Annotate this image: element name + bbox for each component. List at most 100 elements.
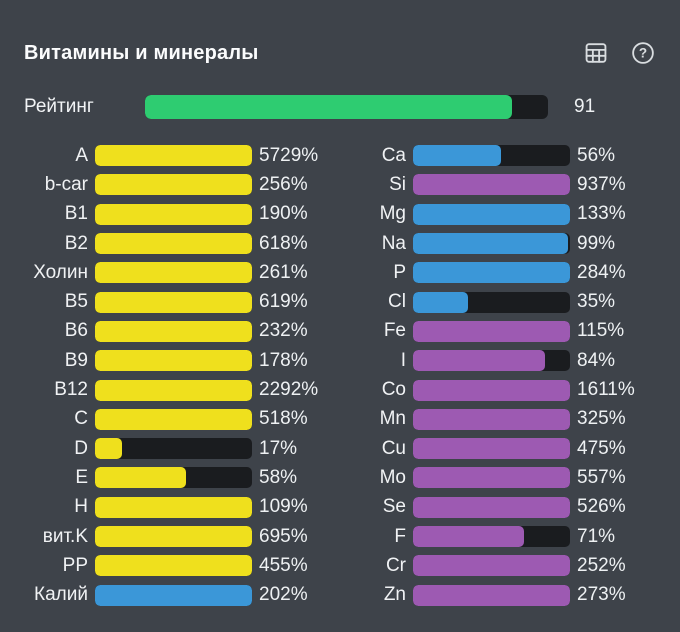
bar-track bbox=[413, 496, 570, 518]
row-value: 284% bbox=[577, 261, 626, 283]
row-label: вит.K bbox=[42, 525, 88, 547]
row-label: P bbox=[393, 261, 406, 283]
bar-track bbox=[95, 203, 252, 225]
bar-fill bbox=[413, 555, 570, 577]
row-label: Si bbox=[389, 173, 406, 195]
row-value: 325% bbox=[577, 408, 626, 430]
row-value: 526% bbox=[577, 496, 626, 518]
row-label: E bbox=[75, 466, 88, 488]
row-value: 35% bbox=[577, 291, 616, 313]
row-value: 557% bbox=[577, 466, 626, 488]
row-label: D bbox=[74, 437, 88, 459]
page-title: Витамины и минералы bbox=[24, 42, 259, 64]
help-icon[interactable]: ? bbox=[630, 40, 656, 66]
bar-fill bbox=[413, 145, 501, 167]
bar-row-C: C 518% bbox=[0, 405, 340, 434]
bar-row-E: E 58% bbox=[0, 463, 340, 492]
row-label: I bbox=[400, 349, 406, 371]
bar-track bbox=[413, 526, 570, 547]
bar-fill bbox=[95, 291, 252, 313]
bar-row-Mn: Mn 325% bbox=[340, 405, 680, 434]
rating-bar-track bbox=[145, 95, 548, 119]
bar-track bbox=[413, 203, 570, 225]
bar-fill bbox=[413, 467, 570, 489]
bars-grid: A 5729% b-car 256% B1 190% B2 618% Холин 261% B5 61… bbox=[0, 141, 680, 610]
row-value: 937% bbox=[577, 173, 626, 195]
bar-row-B2: B2 618% bbox=[0, 229, 340, 258]
bar-fill bbox=[413, 291, 468, 313]
bar-fill bbox=[95, 584, 252, 606]
row-label: Калий bbox=[34, 584, 88, 606]
bar-track bbox=[95, 291, 252, 313]
bar-fill bbox=[413, 350, 545, 372]
row-label: Se bbox=[382, 496, 406, 518]
bar-row-Fe: Fe 115% bbox=[340, 317, 680, 346]
row-value: 202% bbox=[259, 584, 308, 606]
bar-fill bbox=[95, 379, 252, 401]
table-icon[interactable] bbox=[583, 40, 609, 66]
bar-track bbox=[413, 262, 570, 284]
row-label: Mg bbox=[379, 203, 406, 225]
bar-row-B1: B1 190% bbox=[0, 200, 340, 229]
bar-fill bbox=[95, 233, 252, 255]
row-label: B12 bbox=[54, 379, 88, 401]
row-value: 475% bbox=[577, 437, 626, 459]
bar-track bbox=[95, 174, 252, 196]
bar-track bbox=[95, 350, 252, 372]
bar-fill bbox=[95, 408, 252, 430]
bar-track bbox=[95, 145, 252, 167]
bar-track bbox=[413, 174, 570, 196]
row-value: 115% bbox=[577, 320, 625, 342]
bar-fill bbox=[95, 438, 122, 460]
bar-fill bbox=[413, 320, 570, 342]
row-label: B5 bbox=[64, 291, 88, 313]
row-label: Mn bbox=[379, 408, 406, 430]
row-label: Cl bbox=[388, 291, 406, 313]
bar-row-B6: B6 232% bbox=[0, 317, 340, 346]
bar-track bbox=[95, 408, 252, 430]
rating-value: 91 bbox=[574, 96, 596, 117]
bar-row-Mg: Mg 133% bbox=[340, 200, 680, 229]
bar-fill bbox=[413, 526, 525, 547]
row-label: B6 bbox=[64, 320, 88, 342]
row-label: C bbox=[74, 408, 88, 430]
row-label: Mo bbox=[379, 466, 406, 488]
rating-bar-fill bbox=[145, 95, 512, 119]
row-value: 190% bbox=[259, 203, 308, 225]
row-value: 84% bbox=[577, 349, 616, 371]
row-label: B1 bbox=[64, 203, 88, 225]
row-value: 273% bbox=[577, 584, 626, 606]
row-label: b-car bbox=[44, 173, 88, 195]
bar-fill bbox=[95, 526, 252, 547]
bar-row-Zn: Zn 273% bbox=[340, 580, 680, 609]
bar-row-Co: Co 1611% bbox=[340, 375, 680, 404]
bar-row-b-car: b-car 256% bbox=[0, 170, 340, 199]
bar-row-Калий: Калий 202% bbox=[0, 580, 340, 609]
bar-track bbox=[95, 233, 252, 255]
row-label: F bbox=[394, 525, 406, 547]
row-label: B2 bbox=[64, 232, 88, 254]
bar-fill bbox=[95, 555, 252, 577]
bar-track bbox=[95, 584, 252, 606]
row-value: 695% bbox=[259, 525, 308, 547]
bar-row-Ca: Ca 56% bbox=[340, 141, 680, 170]
bar-track bbox=[413, 555, 570, 577]
row-label: Cr bbox=[385, 554, 406, 576]
minerals-column: Ca 56% Si 937% Mg 133% Na 99% P 284% Cl 35% Fe 115% I 8… bbox=[340, 141, 680, 610]
bar-row-H: H 109% bbox=[0, 493, 340, 522]
bar-track bbox=[413, 584, 570, 606]
bar-fill bbox=[413, 174, 570, 196]
row-label: Zn bbox=[383, 584, 406, 606]
row-value: 256% bbox=[259, 173, 308, 195]
rating-label: Рейтинг bbox=[24, 96, 94, 117]
bar-track bbox=[413, 379, 570, 401]
row-label: A bbox=[75, 144, 88, 166]
bar-fill bbox=[95, 203, 252, 225]
bar-row-Na: Na 99% bbox=[340, 229, 680, 258]
row-value: 109% bbox=[259, 496, 308, 518]
bar-track bbox=[413, 291, 570, 313]
bar-track bbox=[413, 233, 570, 255]
bar-fill bbox=[413, 203, 570, 225]
row-label: PP bbox=[62, 554, 88, 576]
bar-fill bbox=[95, 496, 252, 518]
